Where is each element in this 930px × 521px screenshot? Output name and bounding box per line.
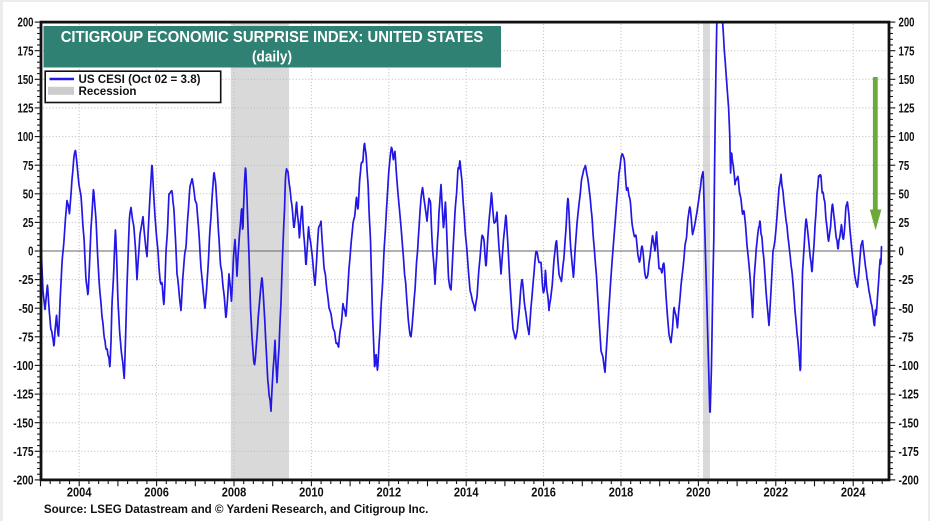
svg-text:75: 75 bbox=[899, 159, 910, 173]
svg-text:2024: 2024 bbox=[841, 486, 866, 500]
svg-text:125: 125 bbox=[899, 102, 915, 116]
svg-text:50: 50 bbox=[23, 187, 34, 201]
svg-text:-75: -75 bbox=[899, 330, 914, 344]
svg-text:200: 200 bbox=[18, 16, 34, 30]
svg-text:-150: -150 bbox=[899, 416, 919, 430]
svg-text:US CESI (Oct 02 = 3.8): US CESI (Oct 02 = 3.8) bbox=[79, 73, 201, 86]
svg-text:-50: -50 bbox=[899, 302, 914, 316]
svg-text:2014: 2014 bbox=[454, 486, 479, 500]
svg-text:(daily): (daily) bbox=[252, 49, 292, 65]
svg-text:2018: 2018 bbox=[609, 486, 634, 500]
svg-text:-75: -75 bbox=[19, 330, 34, 344]
svg-text:200: 200 bbox=[899, 16, 915, 30]
svg-text:-175: -175 bbox=[899, 445, 919, 459]
svg-text:2022: 2022 bbox=[764, 486, 789, 500]
svg-text:2020: 2020 bbox=[686, 486, 711, 500]
svg-text:2012: 2012 bbox=[377, 486, 402, 500]
svg-text:175: 175 bbox=[899, 44, 915, 58]
svg-text:Recession: Recession bbox=[79, 85, 137, 98]
svg-text:-25: -25 bbox=[899, 273, 914, 287]
svg-text:CITIGROUP ECONOMIC SURPRISE IN: CITIGROUP ECONOMIC SURPRISE INDEX: UNITE… bbox=[61, 29, 484, 46]
svg-text:0: 0 bbox=[28, 245, 33, 259]
svg-text:150: 150 bbox=[18, 73, 34, 87]
svg-text:0: 0 bbox=[899, 245, 904, 259]
svg-text:-100: -100 bbox=[13, 359, 33, 373]
svg-text:125: 125 bbox=[18, 102, 34, 116]
svg-text:2006: 2006 bbox=[144, 486, 169, 500]
svg-text:25: 25 bbox=[23, 216, 34, 230]
svg-text:2008: 2008 bbox=[222, 486, 247, 500]
svg-text:100: 100 bbox=[18, 130, 34, 144]
svg-text:150: 150 bbox=[899, 73, 915, 87]
svg-text:2016: 2016 bbox=[531, 486, 556, 500]
svg-text:-50: -50 bbox=[19, 302, 34, 316]
svg-text:2004: 2004 bbox=[67, 486, 92, 500]
svg-text:-100: -100 bbox=[899, 359, 919, 373]
svg-text:2010: 2010 bbox=[299, 486, 324, 500]
svg-text:-200: -200 bbox=[899, 474, 919, 488]
svg-text:Source: LSEG Datastream and ©: Source: LSEG Datastream and © Yardeni Re… bbox=[44, 502, 429, 516]
svg-text:-200: -200 bbox=[13, 474, 33, 488]
svg-text:-175: -175 bbox=[13, 445, 33, 459]
svg-text:50: 50 bbox=[899, 187, 910, 201]
svg-text:-125: -125 bbox=[13, 388, 33, 402]
svg-text:-25: -25 bbox=[19, 273, 34, 287]
svg-text:-125: -125 bbox=[899, 388, 919, 402]
svg-text:-150: -150 bbox=[13, 416, 33, 430]
svg-text:25: 25 bbox=[899, 216, 910, 230]
svg-text:75: 75 bbox=[23, 159, 34, 173]
svg-text:100: 100 bbox=[899, 130, 915, 144]
svg-text:175: 175 bbox=[18, 44, 34, 58]
